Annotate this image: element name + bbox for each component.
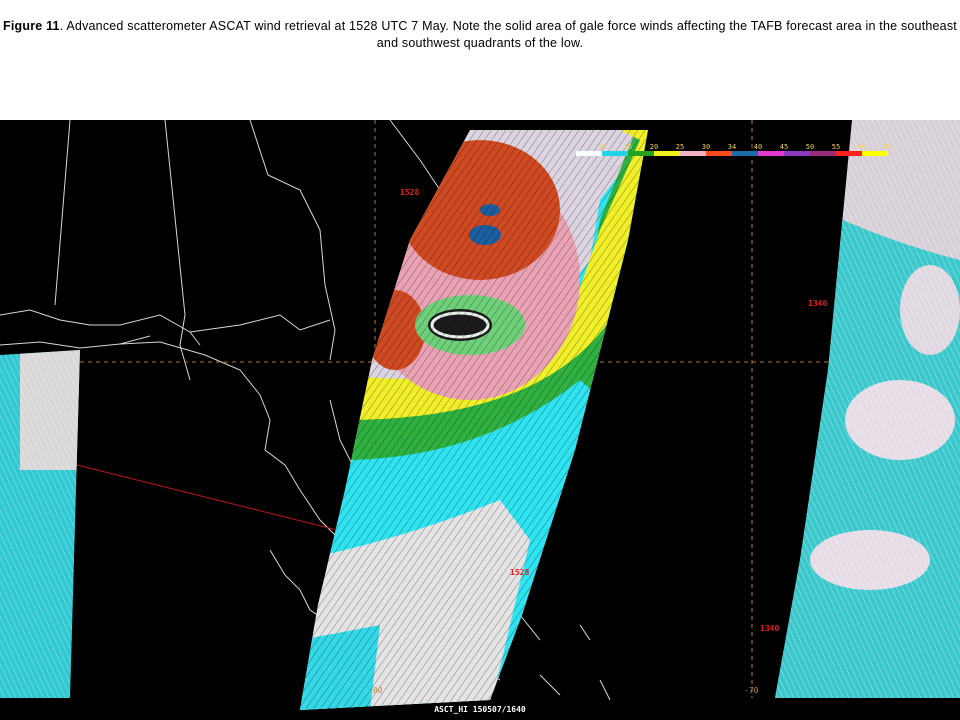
color-bar-tick-label: 34: [728, 143, 736, 151]
color-bar-tick-label: 50: [806, 143, 814, 151]
figure-label: Figure 11: [3, 19, 60, 33]
color-bar-swatch: [862, 151, 888, 156]
color-bar-tick-label: 40: [754, 143, 762, 151]
color-bar-tick-label: 45: [780, 143, 788, 151]
axis-label-bottom-left: -80: [368, 686, 383, 695]
color-bar-tick-label: 10: [598, 143, 606, 151]
time-label-right-top: 1346: [808, 299, 827, 308]
time-label-left-top: 1528: [400, 188, 419, 197]
color-bar-swatch: [628, 151, 654, 156]
color-bar-swatch: [732, 151, 758, 156]
color-bar-swatch: [680, 151, 706, 156]
axis-label-bottom-right: -70: [744, 686, 759, 695]
figure-caption-text: . Advanced scatterometer ASCAT wind retr…: [59, 19, 957, 50]
color-bar-tick-label: 30: [702, 143, 710, 151]
figure-caption: Figure 11. Advanced scatterometer ASCAT …: [0, 18, 960, 52]
color-bar-tick-label: 20: [650, 143, 658, 151]
color-bar-tick-label: 60: [858, 143, 866, 151]
color-bar-swatch: [602, 151, 628, 156]
time-label-right-bottom: 1340: [760, 624, 779, 633]
left-swath: [0, 350, 80, 698]
center-swath: [300, 130, 648, 710]
color-bar-swatch: [810, 151, 836, 156]
color-bar-swatch: [836, 151, 862, 156]
color-bar-tick-label: 55: [832, 143, 840, 151]
time-label-center-bottom: 1528: [510, 568, 529, 577]
color-bar-swatch: [784, 151, 810, 156]
satellite-wind-image: 10 15 20 25 30 34 40 45 50 55 60 80 1528 1346 1528 …: [0, 120, 960, 720]
color-bar-tick-label: 80: [884, 143, 892, 151]
color-bar-tick-label: 15: [624, 143, 632, 151]
color-bar: 10 15 20 25 30 34 40 45 50 55 60 80: [576, 143, 892, 156]
color-bar-tick-label: 25: [676, 143, 684, 151]
color-bar-swatch: [576, 151, 602, 156]
color-bar-swatch: [758, 151, 784, 156]
color-bar-swatch: [706, 151, 732, 156]
right-swath: [775, 120, 960, 698]
image-footer: ASCT_HI 150507/1640: [434, 705, 526, 714]
color-bar-swatch: [654, 151, 680, 156]
